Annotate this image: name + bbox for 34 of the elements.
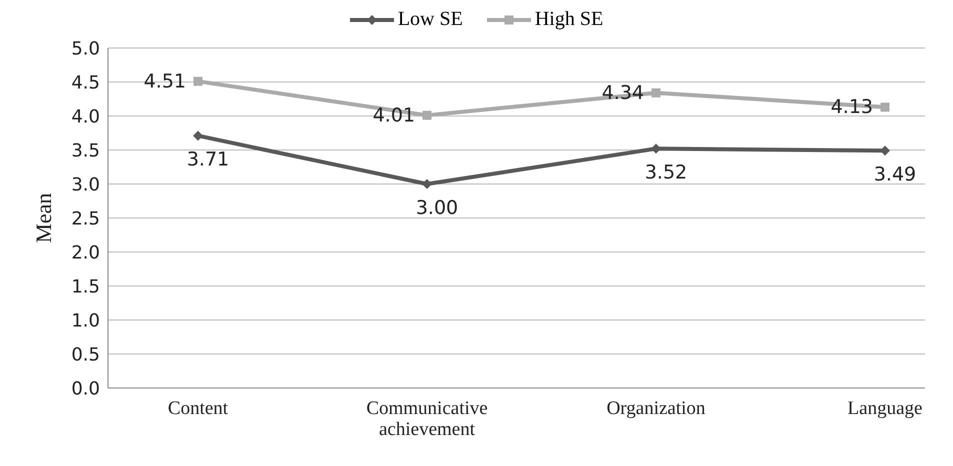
data-label: 4.34 — [602, 82, 644, 104]
point — [193, 130, 203, 141]
y-tick-label: 4.0 — [71, 106, 100, 128]
point — [422, 110, 432, 120]
y-axis-title: Mean — [30, 192, 56, 244]
data-label: 4.01 — [372, 104, 415, 126]
data-label: 3.00 — [416, 197, 458, 219]
y-tick-label: 3.5 — [71, 140, 100, 162]
point — [194, 76, 202, 86]
y-tick-label: 5.0 — [71, 38, 100, 60]
y-tick-label: 2.0 — [71, 242, 100, 264]
point — [880, 146, 890, 156]
x-tick-label: Organization — [606, 398, 706, 419]
x-tick-label: Communicative achievement — [366, 398, 488, 440]
y-tick-label: 1.5 — [71, 276, 100, 298]
data-label: 4.51 — [144, 70, 186, 92]
y-tick-label: 3.0 — [71, 174, 100, 196]
y-tick-label: 2.5 — [71, 208, 100, 230]
x-tick-label: Language — [848, 398, 922, 419]
y-tick-label: 0.0 — [71, 378, 100, 400]
data-label: 4.13 — [830, 96, 873, 118]
y-tick-label: 1.0 — [71, 310, 100, 332]
point — [422, 179, 432, 189]
y-tick-label: 0.5 — [71, 344, 100, 366]
point — [651, 144, 661, 154]
y-tick-label: 4.5 — [71, 72, 100, 94]
data-label: 3.49 — [874, 164, 916, 186]
x-tick-label: Content — [168, 398, 229, 419]
data-label: 3.52 — [644, 162, 688, 184]
data-label: 3.71 — [186, 148, 230, 171]
legend-label: High SE — [534, 8, 604, 31]
point — [652, 88, 660, 98]
legend-label: Low SE — [398, 8, 463, 31]
point — [880, 102, 890, 112]
